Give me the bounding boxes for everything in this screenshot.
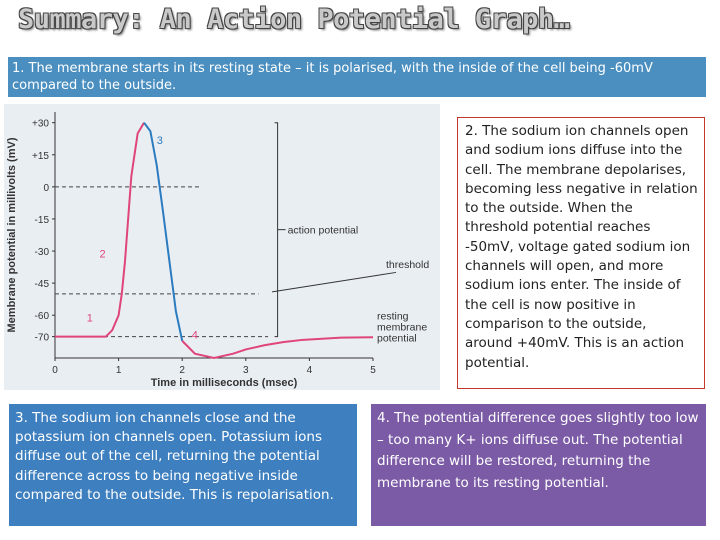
curve-depolarisation xyxy=(55,122,145,338)
x-tick-label: 3 xyxy=(243,365,249,376)
phase-label-3: 3 xyxy=(157,135,163,147)
phase-label-2: 2 xyxy=(100,248,106,260)
step-1-text: 1. The membrane starts in its resting st… xyxy=(8,57,706,97)
y-tick-label: -60 xyxy=(35,311,50,322)
y-tick-label: +15 xyxy=(32,151,49,162)
y-tick-label: -15 xyxy=(35,215,50,226)
step-2-text: 2. The sodium ion channels open and sodi… xyxy=(457,117,705,389)
x-tick-label: 0 xyxy=(52,365,58,376)
y-tick-label: +30 xyxy=(32,119,49,130)
y-tick-label: -30 xyxy=(35,247,50,258)
action-potential-chart: +30 +15 0 -15 -30 -45 -60 -70 0 1 2 3 4 5 Time in mill… xyxy=(4,104,440,390)
x-tick-label: 2 xyxy=(179,365,185,376)
chart-svg: +30 +15 0 -15 -30 -45 -60 -70 0 1 2 3 4 5 Time in mill… xyxy=(6,112,429,389)
action-potential-bracket xyxy=(274,122,279,338)
phase-label-1: 1 xyxy=(87,313,93,325)
resting-potential-label-line: membrane xyxy=(377,321,427,333)
action-potential-label: action potential xyxy=(288,225,359,237)
resting-potential-label-line: potential xyxy=(377,332,417,344)
phase-label-4: 4 xyxy=(192,330,198,342)
x-axis-label: Time in milliseconds (msec) xyxy=(151,377,298,389)
resting-potential-label-line: resting xyxy=(377,310,409,322)
curve-repolarisation xyxy=(143,122,184,342)
step-4-text: 4. The potential difference goes slightl… xyxy=(371,404,706,526)
y-tick-label: -70 xyxy=(35,333,50,344)
y-tick-label: -45 xyxy=(35,279,50,290)
threshold-arrow xyxy=(271,271,397,293)
x-tick-label: 4 xyxy=(307,365,313,376)
curve-hyperpolarisation xyxy=(181,336,374,360)
y-axis-label: Membrane potential in millivolts (mV) xyxy=(6,137,18,332)
page-title: Summary: An Action Potential Graph… xyxy=(18,4,570,35)
x-tick-label: 5 xyxy=(370,365,376,376)
y-tick-label: 0 xyxy=(43,183,49,194)
threshold-label: threshold xyxy=(386,259,429,271)
x-tick-label: 1 xyxy=(116,365,122,376)
step-3-text: 3. The sodium ion channels close and the… xyxy=(9,404,357,526)
